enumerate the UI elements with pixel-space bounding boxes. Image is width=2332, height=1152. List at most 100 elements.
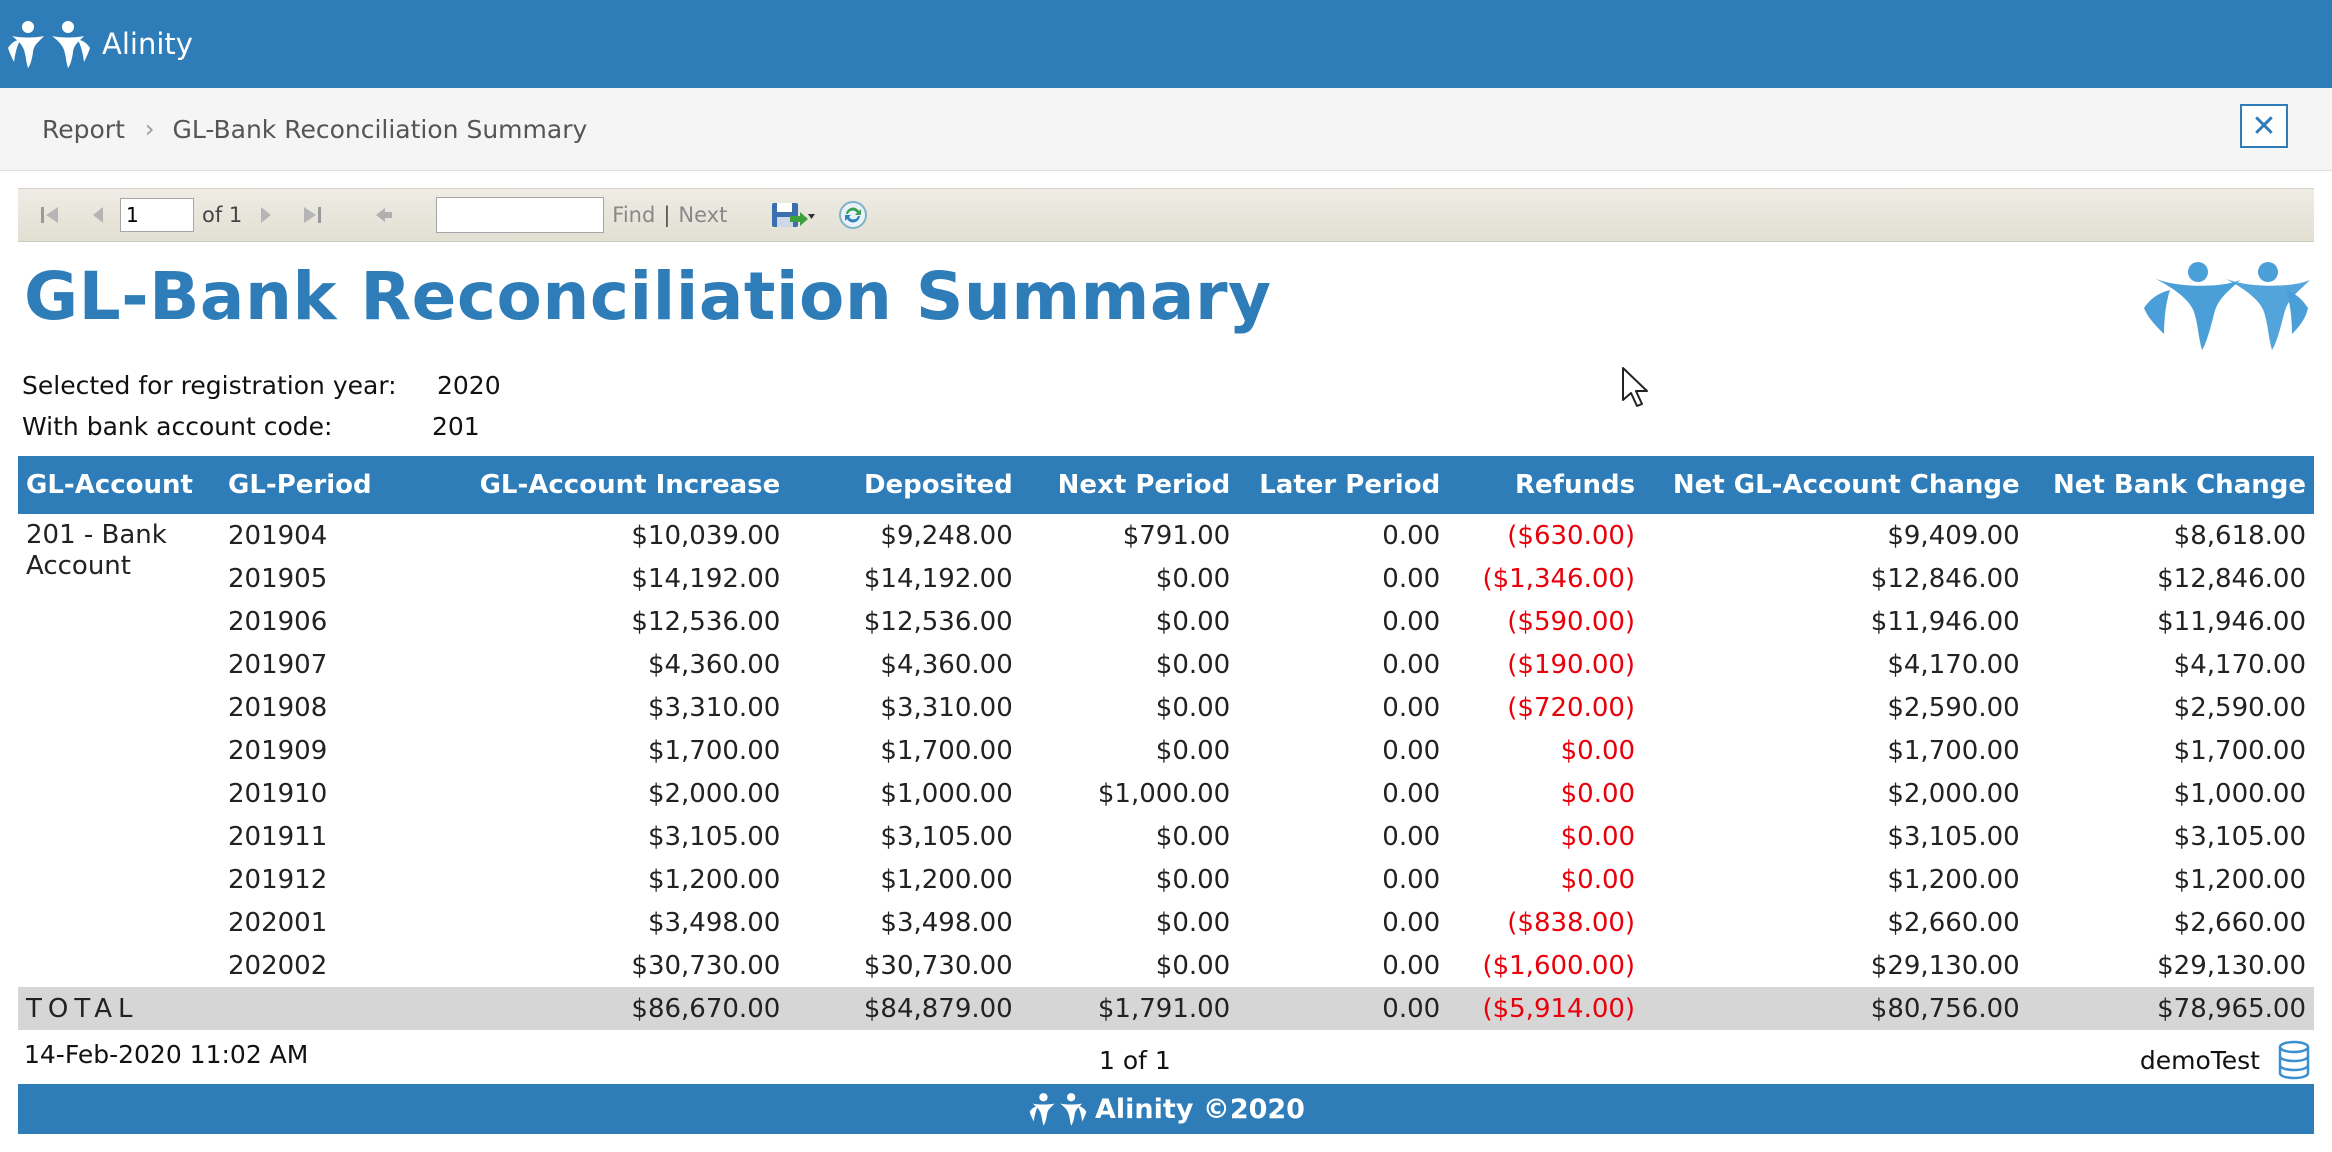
close-icon: ✕ xyxy=(2251,108,2277,144)
refunds-cell: $0.00 xyxy=(1560,735,1636,766)
next-period-cell: $0.00 xyxy=(1155,606,1231,637)
net-gl-change-cell: $2,660.00 xyxy=(1887,907,2020,938)
back-to-parent-icon[interactable] xyxy=(366,197,402,233)
next-period-cell: $0.00 xyxy=(1155,563,1231,594)
last-page-icon[interactable] xyxy=(294,197,330,233)
refunds-cell: ($1,600.00) xyxy=(1482,950,1636,981)
page-number-input[interactable] xyxy=(120,198,194,232)
increase-cell: $1,200.00 xyxy=(647,864,781,895)
period-cell: 201905 xyxy=(228,563,328,594)
breadcrumb-report-link[interactable]: Report xyxy=(42,114,125,144)
next-period-cell: $0.00 xyxy=(1155,864,1231,895)
later-period-cell: 0.00 xyxy=(1382,649,1441,680)
report-toolbar: of 1 Find | Next xyxy=(18,188,2314,242)
column-header: Net GL-Account Change xyxy=(1643,456,2028,514)
deposited-cell: $3,105.00 xyxy=(880,821,1013,852)
find-next-link[interactable]: Next xyxy=(678,203,728,227)
chevron-right-icon: › xyxy=(144,115,155,143)
alinity-report-logo-icon xyxy=(2140,256,2310,352)
later-period-cell: 0.00 xyxy=(1382,520,1441,551)
period-cell: 201908 xyxy=(228,692,328,723)
column-header: Refunds xyxy=(1448,456,1644,514)
breadcrumb-current: GL-Bank Reconciliation Summary xyxy=(172,114,588,144)
report-title: GL-Bank Reconciliation Summary xyxy=(24,258,1272,335)
total-label: TOTAL xyxy=(18,987,380,1030)
deposited-cell: $4,360.00 xyxy=(880,649,1013,680)
total-increase-cell: $86,670.00 xyxy=(379,987,789,1030)
database-icon xyxy=(2276,1040,2312,1080)
increase-cell: $1,700.00 xyxy=(647,735,781,766)
net-gl-change-cell: $1,200.00 xyxy=(1887,864,2020,895)
deposited-cell: $14,192.00 xyxy=(863,563,1013,594)
increase-cell: $4,360.00 xyxy=(647,649,781,680)
period-cell: 201907 xyxy=(228,649,328,680)
table-row: 201906 $12,536.00 $12,536.00 $0.00 0.00 … xyxy=(18,600,2314,643)
next-page-icon[interactable] xyxy=(248,197,284,233)
app-name: Alinity xyxy=(102,27,193,61)
increase-cell: $3,498.00 xyxy=(647,907,781,938)
next-period-cell: $0.00 xyxy=(1155,907,1231,938)
period-cell: 202002 xyxy=(228,950,328,981)
net-bank-change-cell: $11,946.00 xyxy=(2157,606,2306,637)
table-row: 201907 $4,360.00 $4,360.00 $0.00 0.00 ($… xyxy=(18,643,2314,686)
alinity-logo-icon[interactable] xyxy=(6,14,94,74)
net-bank-change-cell: $1,700.00 xyxy=(2173,735,2306,766)
increase-cell: $30,730.00 xyxy=(631,950,781,981)
column-header: GL-Account Increase xyxy=(379,456,789,514)
param-bank-account-code-value: 201 xyxy=(432,412,480,441)
total-refunds-cell: ($5,914.00) xyxy=(1448,987,1644,1030)
net-gl-change-cell: $11,946.00 xyxy=(1870,606,2020,637)
find-link[interactable]: Find xyxy=(612,203,656,227)
bottom-banner-text: Alinity ©2020 xyxy=(1095,1093,1305,1125)
total-net-gl-change-cell: $80,756.00 xyxy=(1643,987,2028,1030)
table-row: 201912 $1,200.00 $1,200.00 $0.00 0.00 $0… xyxy=(18,858,2314,901)
deposited-cell: $3,498.00 xyxy=(880,907,1013,938)
table-row: 201910 $2,000.00 $1,000.00 $1,000.00 0.0… xyxy=(18,772,2314,815)
period-cell: 202001 xyxy=(228,907,328,938)
refunds-cell: $0.00 xyxy=(1560,821,1636,852)
net-gl-change-cell: $12,846.00 xyxy=(1870,563,2020,594)
report-bottom-banner: Alinity ©2020 xyxy=(18,1084,2314,1134)
deposited-cell: $1,000.00 xyxy=(880,778,1013,809)
breadcrumb: Report › GL-Bank Reconciliation Summary … xyxy=(0,88,2332,171)
param-registration-year-label: Selected for registration year: xyxy=(22,371,397,400)
previous-page-icon[interactable] xyxy=(80,197,116,233)
later-period-cell: 0.00 xyxy=(1382,950,1441,981)
first-page-icon[interactable] xyxy=(32,197,68,233)
table-row: 201 - Bank Account 201904 $10,039.00 $9,… xyxy=(18,514,2314,581)
later-period-cell: 0.00 xyxy=(1382,606,1441,637)
table-row: 202002 $30,730.00 $30,730.00 $0.00 0.00 … xyxy=(18,944,2314,987)
close-button[interactable]: ✕ xyxy=(2240,104,2288,148)
net-bank-change-cell: $29,130.00 xyxy=(2157,950,2306,981)
mouse-cursor-icon xyxy=(1621,366,1651,410)
refunds-cell: ($1,346.00) xyxy=(1482,563,1636,594)
deposited-cell: $12,536.00 xyxy=(863,606,1013,637)
find-text-input[interactable] xyxy=(436,197,605,233)
column-header: Net Bank Change xyxy=(2027,456,2314,514)
net-bank-change-cell: $12,846.00 xyxy=(2157,563,2306,594)
later-period-cell: 0.00 xyxy=(1382,692,1441,723)
increase-cell: $14,192.00 xyxy=(631,563,781,594)
table-header-row: GL-Account GL-Period GL-Account Increase… xyxy=(18,456,2314,514)
gl-account-cell: 201 - Bank Account xyxy=(26,520,167,581)
refunds-cell: ($720.00) xyxy=(1507,692,1636,723)
next-period-cell: $0.00 xyxy=(1155,692,1231,723)
net-bank-change-cell: $2,660.00 xyxy=(2173,907,2306,938)
table-row: 201911 $3,105.00 $3,105.00 $0.00 0.00 $0… xyxy=(18,815,2314,858)
column-header: Later Period xyxy=(1238,456,1449,514)
increase-cell: $10,039.00 xyxy=(631,520,781,551)
period-cell: 201906 xyxy=(228,606,328,637)
net-gl-change-cell: $2,590.00 xyxy=(1887,692,2020,723)
toolbar-divider: | xyxy=(663,203,671,227)
later-period-cell: 0.00 xyxy=(1382,778,1441,809)
refresh-icon[interactable] xyxy=(835,197,871,233)
reconciliation-table: GL-Account GL-Period GL-Account Increase… xyxy=(18,456,2314,1030)
period-cell: 201911 xyxy=(228,821,328,852)
increase-cell: $3,310.00 xyxy=(647,692,781,723)
net-bank-change-cell: $4,170.00 xyxy=(2173,649,2306,680)
period-cell: 201912 xyxy=(228,864,328,895)
total-net-bank-change-cell: $78,965.00 xyxy=(2027,987,2314,1030)
export-save-button[interactable] xyxy=(769,197,817,233)
later-period-cell: 0.00 xyxy=(1382,907,1441,938)
